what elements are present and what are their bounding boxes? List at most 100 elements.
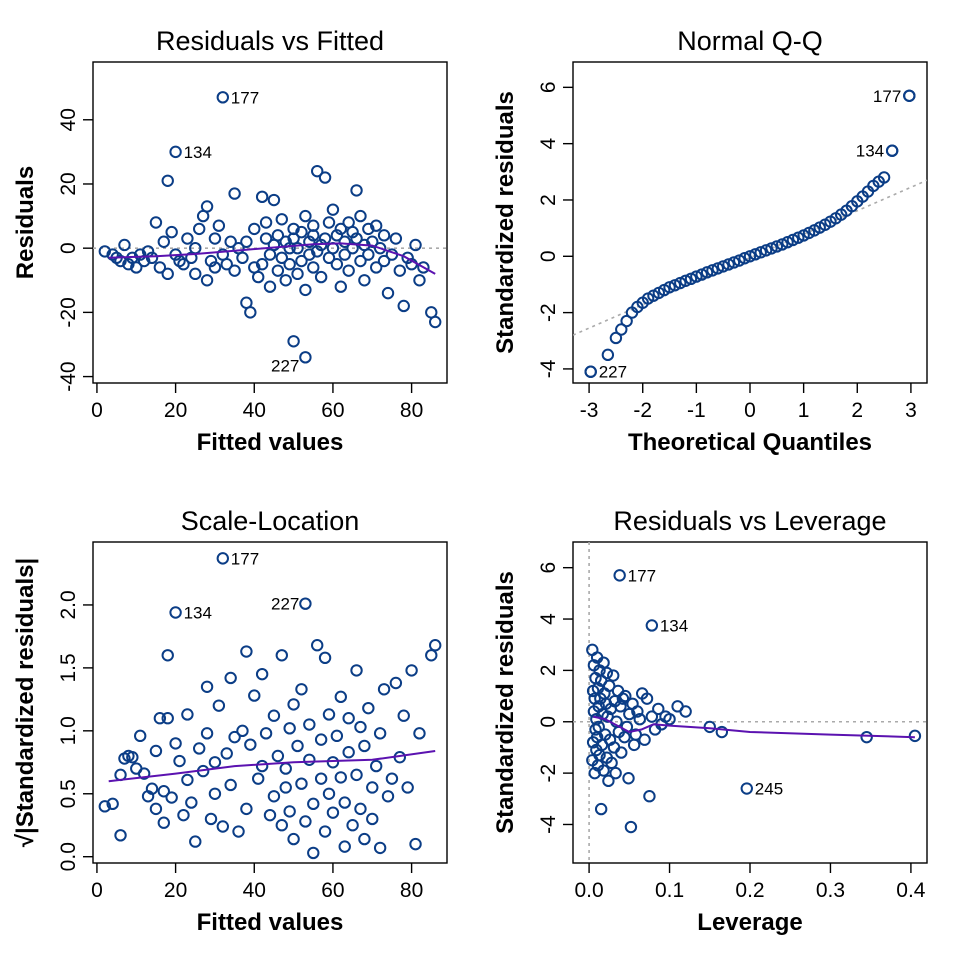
data-point: [609, 331, 623, 345]
data-point: [342, 746, 355, 759]
data-point: [334, 280, 347, 293]
data-point: [706, 264, 719, 277]
data-point: [350, 768, 363, 782]
point-label: 177: [231, 88, 259, 107]
data-point: [137, 767, 151, 780]
data-point: [307, 846, 320, 860]
data-point: [173, 754, 186, 768]
y-axis-label: Standardized residuals: [492, 571, 519, 834]
data-point: [326, 203, 340, 216]
data-point: [283, 258, 296, 271]
data-point: [240, 645, 253, 658]
data-point: [609, 766, 622, 780]
point-label: 134: [856, 142, 884, 161]
data-point: [716, 260, 730, 273]
data-point: [106, 797, 119, 811]
data-point: [157, 785, 171, 798]
data-point: [749, 248, 762, 261]
data-point: [303, 235, 316, 248]
data-point: [130, 261, 143, 274]
y-tick-label: 6: [537, 81, 560, 93]
point-label: 134: [184, 143, 212, 162]
data-point: [232, 825, 245, 838]
data-point: [615, 323, 628, 336]
data-point: [366, 812, 379, 826]
data-point: [738, 252, 751, 265]
data-point: [271, 264, 285, 277]
data-point: [311, 639, 324, 652]
x-tick-label: 80: [400, 399, 423, 422]
data-point: [244, 738, 257, 751]
data-point: [240, 235, 253, 248]
data-point: [295, 683, 308, 696]
data-point: [338, 235, 351, 248]
data-point: [633, 712, 646, 726]
x-tick-label: 0.3: [816, 879, 845, 902]
x-tick-label: 0.2: [735, 879, 764, 902]
smooth-line: [108, 242, 436, 275]
data-point: [715, 725, 729, 739]
data-point: [295, 777, 308, 790]
data-point: [291, 241, 304, 255]
data-point: [208, 787, 222, 800]
data-point: [208, 261, 222, 274]
data-point: [377, 229, 391, 242]
data-point: [252, 772, 265, 785]
data-point: [279, 274, 292, 287]
data-point: [860, 730, 873, 744]
data-point: [385, 772, 399, 785]
data-point: [295, 254, 308, 268]
data-point: [224, 235, 237, 248]
x-tick-label: 1: [798, 399, 810, 422]
data-point: [613, 569, 626, 582]
data-point: [224, 671, 237, 685]
data-point: [342, 264, 355, 277]
data-point: [259, 727, 273, 740]
plot-area: [573, 89, 927, 378]
data-point: [690, 270, 703, 283]
x-tick-label: 40: [243, 399, 266, 422]
y-tick-label: 4: [537, 138, 560, 150]
data-point: [267, 193, 281, 207]
data-point: [601, 348, 615, 362]
data-point: [279, 762, 292, 775]
data-point: [307, 229, 320, 242]
data-point: [181, 773, 194, 787]
data-point: [177, 258, 190, 271]
data-point: [303, 248, 316, 261]
data-point: [401, 781, 414, 794]
data-point: [393, 264, 406, 277]
data-point: [342, 712, 355, 725]
data-point: [616, 692, 630, 705]
data-point: [584, 365, 597, 378]
data-point: [189, 835, 202, 848]
data-point: [263, 280, 277, 293]
data-point: [255, 667, 269, 681]
data-point: [700, 266, 714, 279]
data-point: [592, 720, 605, 734]
point-label: 177: [873, 87, 901, 106]
data-point: [614, 700, 627, 713]
data-point: [193, 742, 206, 755]
data-point: [330, 258, 344, 271]
data-point: [114, 829, 127, 842]
data-point: [248, 689, 261, 702]
data-point: [743, 250, 757, 263]
data-point: [645, 619, 659, 632]
data-point: [679, 705, 692, 718]
x-tick-label: -2: [633, 399, 652, 422]
data-point: [193, 222, 206, 236]
data-point: [373, 727, 387, 740]
data-point: [259, 216, 273, 229]
data-point: [126, 751, 139, 764]
y-axis-label: √|Standardized residuals|: [12, 558, 39, 847]
data-point: [224, 778, 237, 792]
data-point: [350, 664, 363, 677]
data-point: [607, 669, 620, 682]
data-point: [624, 820, 638, 834]
data-point: [619, 689, 632, 703]
data-point: [413, 727, 426, 740]
point-label: 177: [231, 549, 259, 568]
data-point: [601, 710, 614, 723]
data-point: [722, 258, 735, 271]
